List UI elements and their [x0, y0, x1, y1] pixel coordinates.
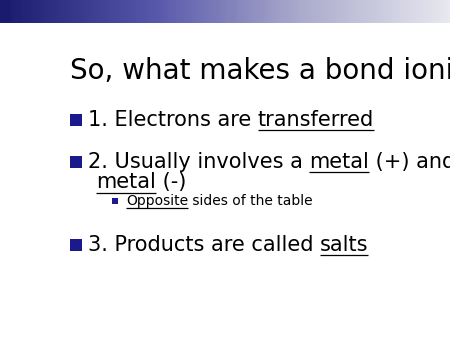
Text: metal: metal — [309, 151, 369, 172]
Bar — [2, 13, 10, 22]
Text: (-): (-) — [156, 172, 187, 192]
Text: sides of the table: sides of the table — [188, 194, 313, 208]
Text: 1. Electrons are: 1. Electrons are — [88, 110, 257, 130]
Text: So, what makes a bond ionic?: So, what makes a bond ionic? — [70, 57, 450, 86]
Text: 2. Usually involves a: 2. Usually involves a — [88, 151, 309, 172]
Text: Opposite: Opposite — [126, 194, 188, 208]
Text: transferred: transferred — [257, 110, 374, 130]
Text: metal: metal — [96, 172, 156, 192]
Text: 3. Products are called: 3. Products are called — [88, 235, 320, 255]
Text: salts: salts — [320, 235, 368, 255]
Bar — [2, 1, 10, 10]
Text: (+) and: (+) and — [369, 151, 450, 172]
